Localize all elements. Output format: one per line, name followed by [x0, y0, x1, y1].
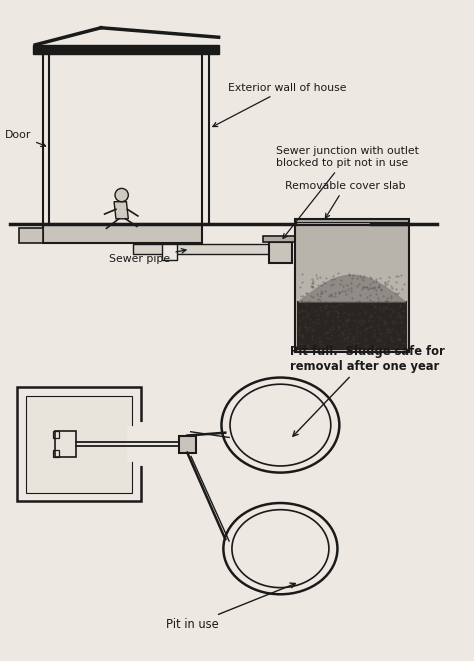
Text: Sewer junction with outlet
blocked to pit not in use: Sewer junction with outlet blocked to pi…: [276, 146, 419, 239]
Text: Removable cover slab: Removable cover slab: [285, 180, 406, 218]
Bar: [295, 225, 409, 352]
Circle shape: [115, 188, 128, 202]
Bar: [269, 242, 292, 262]
Bar: [43, 223, 202, 243]
Bar: [17, 387, 141, 501]
Bar: [53, 449, 59, 457]
Text: Pit full.  Sludge safe for
removal after one year: Pit full. Sludge safe for removal after …: [290, 344, 445, 436]
Bar: [133, 245, 281, 254]
Text: Door: Door: [5, 130, 46, 147]
Polygon shape: [114, 202, 128, 219]
Bar: [295, 219, 409, 225]
Bar: [162, 245, 177, 260]
Bar: [26, 396, 132, 492]
Text: Sewer pipe: Sewer pipe: [109, 249, 186, 264]
Bar: [19, 228, 43, 243]
Bar: [297, 301, 407, 350]
Text: Pit in use: Pit in use: [166, 583, 295, 631]
Bar: [179, 436, 196, 453]
Bar: [53, 431, 59, 438]
Bar: [263, 236, 298, 242]
Bar: [33, 45, 219, 54]
Text: Exterior wall of house: Exterior wall of house: [213, 83, 346, 126]
